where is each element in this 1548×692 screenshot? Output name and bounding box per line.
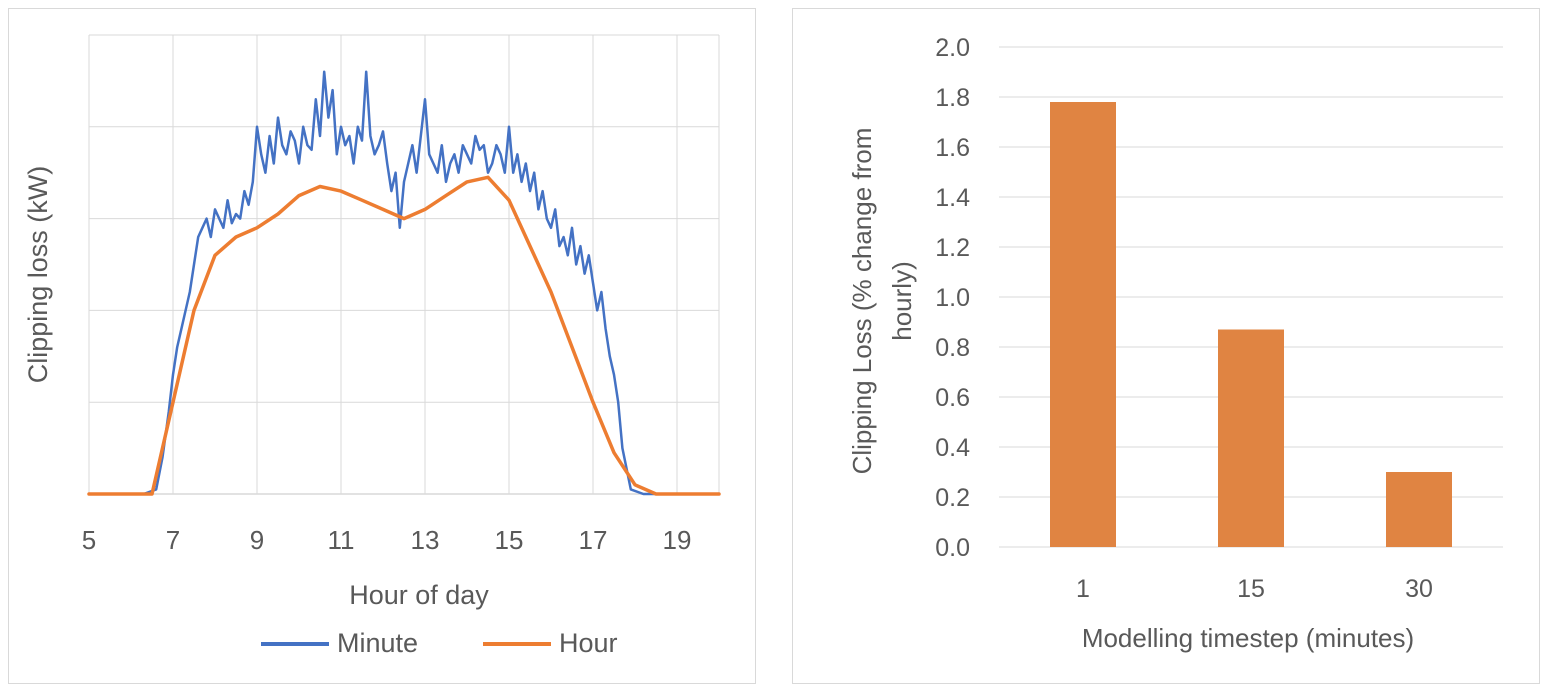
y-tick-label: 1.8 — [935, 84, 970, 112]
y-tick-label: 1.0 — [935, 284, 970, 312]
line-chart: 5 7 9 11 13 15 17 19 Hour of day Clipping loss (k… — [23, 34, 721, 658]
y-tick-label: 2.0 — [935, 34, 970, 62]
y-tick-label: 0.0 — [935, 534, 970, 562]
x-tick-label: 7 — [166, 525, 180, 555]
x-axis-label: Modelling timestep (minutes) — [1082, 623, 1414, 653]
x-tick-label: 15 — [1237, 575, 1265, 603]
y-tick-label: 1.4 — [935, 184, 970, 212]
x-axis-label: Hour of day — [349, 580, 489, 610]
x-tick-label: 11 — [328, 525, 355, 555]
x-tick-label: 5 — [82, 525, 96, 555]
y-tick-label: 0.4 — [935, 434, 970, 462]
series-line-minute — [87, 70, 721, 496]
y-axis-label: Clipping loss (kW) — [23, 166, 53, 384]
bar-30 — [1386, 472, 1452, 547]
x-tick-label: 15 — [495, 525, 524, 555]
x-tick-label: 19 — [663, 525, 692, 555]
x-tick-label: 17 — [579, 525, 608, 555]
bar-chart-panel: 0.0 0.2 0.4 0.6 0.8 1.0 1.2 1.4 1.6 1.8 2.0 1 15 30 Mo… — [792, 8, 1540, 684]
legend-label-hour: Hour — [559, 628, 618, 658]
x-tick-label: 9 — [250, 525, 264, 555]
y-tick-label: 0.2 — [935, 484, 970, 512]
bar-chart: 0.0 0.2 0.4 0.6 0.8 1.0 1.2 1.4 1.6 1.8 2.0 1 15 30 Mo… — [847, 34, 1503, 653]
x-tick-label: 30 — [1405, 575, 1433, 603]
legend-label-minute: Minute — [337, 628, 418, 658]
bar-15 — [1218, 329, 1284, 547]
y-tick-label: 1.2 — [935, 234, 970, 262]
series-line-hour — [87, 175, 721, 496]
x-tick-label: 13 — [411, 525, 440, 555]
y-tick-label: 0.8 — [935, 334, 970, 362]
y-tick-label: 0.6 — [935, 384, 970, 412]
line-chart-panel: 5 7 9 11 13 15 17 19 Hour of day Clipping loss (k… — [8, 8, 756, 684]
y-tick-label: 1.6 — [935, 134, 970, 162]
y-axis-label: Clipping Loss (% change from hourly) — [847, 128, 917, 475]
bar-1 — [1050, 102, 1116, 547]
x-tick-label: 1 — [1076, 575, 1090, 603]
